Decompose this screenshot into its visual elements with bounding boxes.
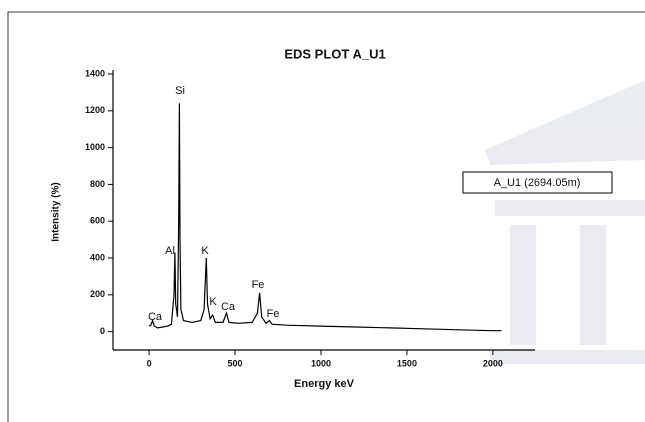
watermark-beam: [495, 200, 645, 216]
peak-label: Al: [165, 245, 175, 257]
watermark-column: [580, 225, 606, 345]
y-tick-label: 1400: [85, 68, 105, 78]
watermark-base: [490, 350, 645, 364]
peak-label: Fe: [267, 308, 280, 320]
legend-label: A_U1 (2694.05m): [494, 177, 581, 189]
x-tick-label: 1000: [311, 358, 331, 368]
spectrum-line: [148, 103, 502, 332]
watermark: [485, 80, 645, 364]
y-tick-label: 600: [90, 216, 105, 226]
x-tick-label: 2000: [483, 358, 503, 368]
y-tick-label: 800: [90, 179, 105, 189]
x-tick-label: 500: [228, 358, 243, 368]
y-tick-label: 1000: [85, 142, 105, 152]
peak-label: K: [209, 296, 217, 308]
peak-label: Si: [175, 85, 185, 97]
chart-title: EDS PLOT A_U1: [284, 46, 385, 61]
y-axis-label: Intensity (%): [51, 182, 62, 241]
peak-label: Fe: [252, 279, 265, 291]
watermark-column: [510, 225, 536, 345]
peak-label: Ca: [148, 311, 163, 323]
legend-box: [462, 171, 613, 194]
y-tick-label: 1200: [85, 105, 105, 115]
x-tick-label: 1500: [397, 358, 417, 368]
y-tick-label: 0: [100, 326, 105, 336]
x-tick-label: 0: [147, 358, 152, 368]
peak-label: K: [201, 245, 209, 257]
y-tick-label: 400: [90, 252, 105, 262]
x-axis-label: Energy keV: [294, 378, 355, 390]
frame: [7, 11, 645, 422]
peak-label: Ca: [221, 301, 236, 313]
y-tick-label: 200: [90, 289, 105, 299]
watermark-pediment: [485, 80, 645, 165]
